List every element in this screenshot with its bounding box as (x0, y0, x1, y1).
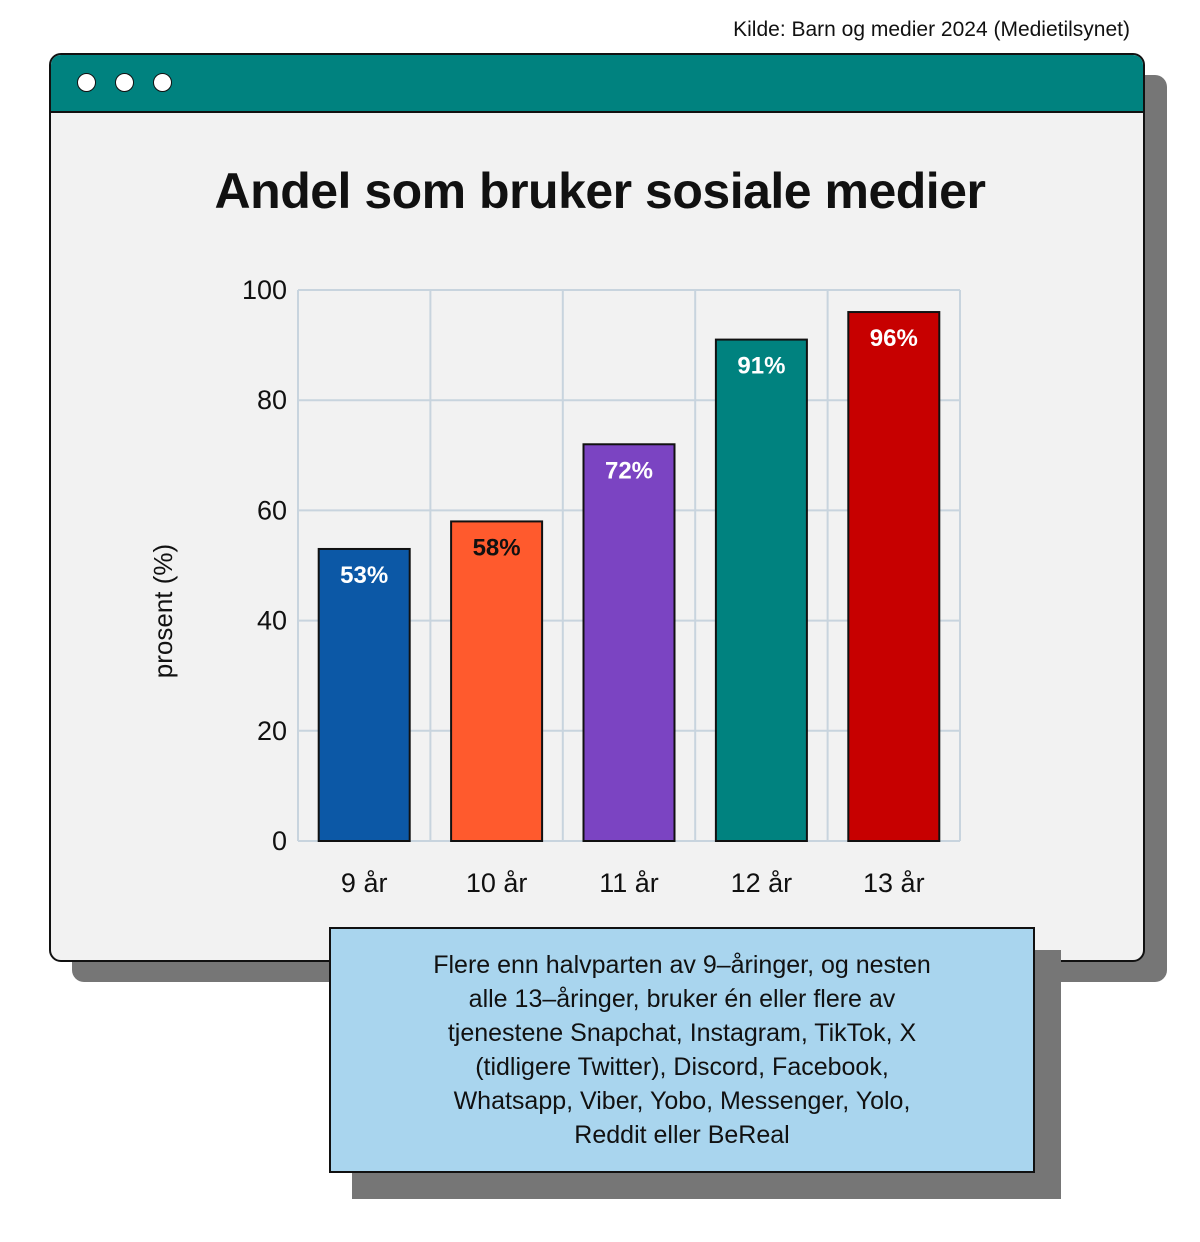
y-tick-label: 100 (242, 275, 287, 305)
x-tick-label: 12 år (731, 868, 793, 898)
y-tick-label: 60 (257, 495, 287, 525)
x-tick-label: 10 år (466, 868, 528, 898)
bar (582, 443, 676, 842)
bar-value-label: 58% (473, 534, 521, 561)
y-axis-label: prosent (%) (148, 544, 178, 678)
chart-title: Andel som bruker sosiale medier (214, 163, 986, 219)
y-tick-label: 80 (257, 385, 287, 415)
bar (714, 338, 808, 842)
window-titlebar (51, 55, 1143, 113)
note-line: Flere enn halvparten av 9–åringer, og ne… (433, 951, 931, 979)
note-text: Flere enn halvparten av 9–åringer, og ne… (382, 948, 982, 1152)
source-caption: Kilde: Barn og medier 2024 (Medietilsyne… (733, 18, 1130, 41)
note-line: alle 13–åringer, bruker én eller flere a… (468, 985, 896, 1013)
window-dot-icon (153, 73, 172, 92)
bar (847, 311, 941, 843)
window-dot-icon (77, 73, 96, 92)
note-line: Whatsapp, Viber, Yobo, Messenger, Yolo, (453, 1087, 911, 1115)
x-tick-label: 9 år (341, 868, 388, 898)
bar (317, 547, 411, 842)
bar-chart: 0 20 40 60 80 100 prosent (%) 53% 9 år 58% 10 år 72… (148, 275, 961, 898)
window-dot-icon (115, 73, 134, 92)
bar-value-label: 53% (340, 562, 388, 589)
bar-value-label: 72% (605, 457, 653, 484)
y-tick-label: 20 (257, 716, 287, 746)
bar (450, 520, 544, 842)
note-box: Flere enn halvparten av 9–åringer, og ne… (329, 927, 1035, 1173)
note-line: (tidligere Twitter), Discord, Facebook, (475, 1053, 889, 1081)
note-line: tjenestene Snapchat, Instagram, TikTok, … (447, 1019, 917, 1047)
y-tick-label: 0 (272, 826, 287, 856)
x-tick-label: 13 år (863, 868, 925, 898)
y-tick-label: 40 (257, 606, 287, 636)
bar-value-label: 91% (737, 353, 785, 380)
x-tick-label: 11 år (599, 868, 659, 898)
bar-value-label: 96% (870, 325, 918, 352)
note-line: Reddit eller BeReal (574, 1121, 790, 1149)
